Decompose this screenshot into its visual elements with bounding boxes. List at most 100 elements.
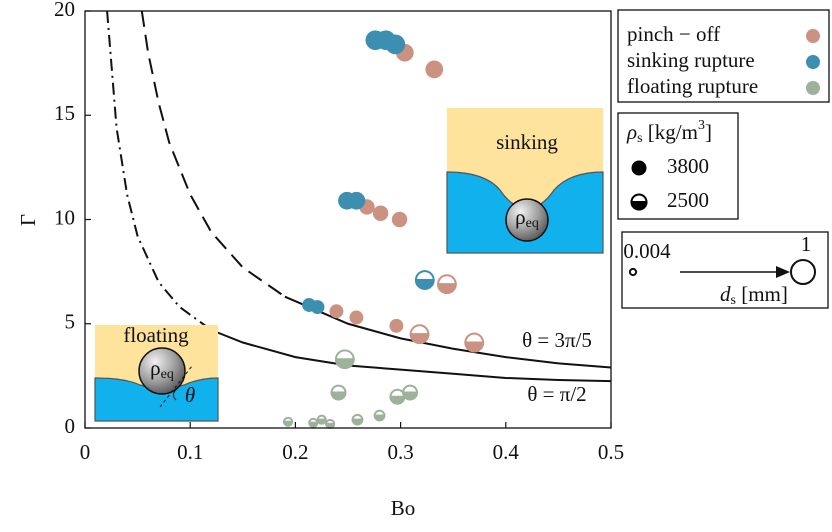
- marker: [347, 191, 366, 210]
- marker-half: [283, 420, 294, 427]
- marker: [464, 332, 485, 353]
- density-legend: 3800 2500: [630, 154, 709, 212]
- x-tick-label: 0.3: [387, 440, 413, 464]
- marker: [631, 160, 647, 176]
- marker-half: [334, 358, 355, 370]
- power: 3: [698, 118, 705, 133]
- marker: [437, 274, 457, 295]
- marker-half: [308, 421, 319, 428]
- marker: [325, 418, 336, 429]
- marker-half: [630, 201, 648, 211]
- marker: [372, 205, 389, 221]
- density-label: 3800: [667, 154, 709, 178]
- legend-label: sinking rupture: [627, 48, 755, 72]
- marker-half: [373, 414, 386, 422]
- subscript: eq: [526, 216, 539, 231]
- marker: [630, 193, 648, 211]
- subscript: s: [637, 131, 642, 146]
- angle-label: θ: [185, 383, 195, 407]
- curve: [284, 295, 611, 369]
- marker-fill: [425, 60, 444, 79]
- x-tick-label: 0.4: [493, 440, 520, 464]
- marker-half: [389, 395, 406, 405]
- marker: [385, 34, 406, 55]
- curves: [106, 11, 611, 383]
- marker-fill: [391, 211, 408, 228]
- size-legend-title: ds [mm]: [720, 282, 788, 308]
- size-legend: 0.004 1: [623, 232, 816, 285]
- density-label: 2500: [667, 188, 709, 212]
- legend-marker: [806, 55, 820, 69]
- density-legend-title: ρs [kg/m3]: [626, 118, 712, 146]
- inset-label: floating: [123, 323, 189, 347]
- subscript: eq: [161, 367, 174, 382]
- y-tick-label: 5: [65, 310, 76, 334]
- marker: [373, 409, 386, 422]
- marker-fill: [349, 310, 364, 325]
- x-tick-label: 0.5: [598, 440, 624, 464]
- legend-marker: [806, 29, 820, 43]
- marker-fill: [347, 191, 366, 210]
- rho-eq-label: ρeq: [150, 356, 174, 382]
- x-tick-label: 0.1: [177, 440, 203, 464]
- y-tick-label: 0: [65, 414, 76, 438]
- unit: [kg/m: [643, 120, 698, 144]
- unit-close: ]: [705, 120, 712, 144]
- marker: [316, 414, 327, 425]
- marker: [349, 310, 364, 325]
- marker: [329, 304, 344, 319]
- curve-label: θ = π/2: [527, 382, 586, 406]
- marker: [389, 318, 404, 333]
- marker-fill: [385, 34, 406, 55]
- size-marker: [628, 267, 638, 277]
- curve: [140, 11, 286, 298]
- marker-half: [330, 391, 347, 401]
- y-tick-label: 15: [54, 101, 75, 125]
- marker-half: [409, 333, 430, 345]
- marker: [409, 324, 430, 345]
- curve: [210, 329, 611, 383]
- marker: [414, 270, 435, 290]
- sinking-inset: sinking ρeq: [446, 108, 604, 254]
- symbol: ρ: [150, 356, 160, 380]
- size-label: 1: [801, 232, 812, 256]
- symbol: ρ: [515, 205, 525, 229]
- curve-label: θ = 3π/5: [522, 328, 592, 352]
- y-axis-label: Γ: [16, 214, 40, 226]
- marker-half: [464, 341, 485, 353]
- curve: [106, 11, 212, 331]
- marker: [402, 384, 419, 401]
- marker-half: [325, 422, 336, 429]
- marker-fill: [389, 318, 404, 333]
- inset-label: sinking: [496, 130, 558, 154]
- arrow-head: [776, 266, 790, 278]
- unit: [mm]: [736, 282, 788, 306]
- marker: [330, 384, 347, 401]
- marker: [283, 416, 294, 427]
- legend-label: floating rupture: [627, 74, 758, 98]
- legend-label: pinch − off: [627, 22, 720, 46]
- size-label: 0.004: [623, 239, 671, 263]
- y-tick-label: 20: [54, 0, 75, 21]
- points: [283, 30, 485, 429]
- marker-fill: [631, 160, 647, 176]
- size-marker: [790, 259, 816, 285]
- marker-fill: [310, 300, 325, 315]
- rho-eq-label: ρeq: [515, 205, 539, 231]
- marker: [334, 349, 355, 370]
- marker-fill: [329, 304, 344, 319]
- marker-half: [437, 283, 457, 294]
- x-tick-label: 0: [80, 440, 91, 464]
- marker: [310, 300, 325, 315]
- marker: [425, 60, 444, 79]
- floating-inset: floating ρeq θ: [94, 323, 219, 422]
- axes: 0 0.1 0.2 0.3 0.4 0.5 0 5 10 15 20: [54, 0, 624, 464]
- marker-half: [316, 418, 327, 425]
- marker-fill: [372, 205, 389, 221]
- marker-half: [414, 278, 435, 290]
- x-axis-label: Bo: [391, 496, 416, 520]
- marker-half: [351, 418, 364, 426]
- marker-half: [402, 391, 419, 401]
